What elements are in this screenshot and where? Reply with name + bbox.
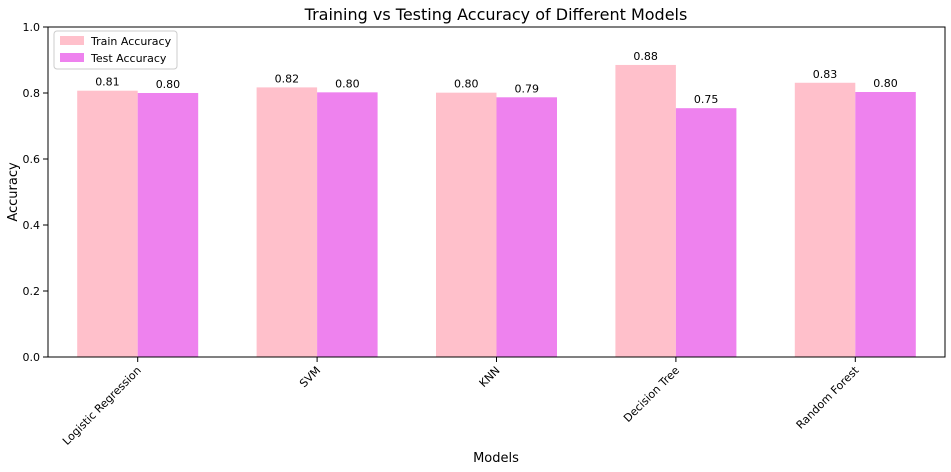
y-tick-label: 0.8 — [23, 87, 41, 100]
bar-value-label: 0.80 — [335, 77, 360, 90]
y-tick-label: 0.2 — [23, 285, 41, 298]
x-tick-label: Decision Tree — [621, 364, 682, 425]
legend: Train Accuracy Test Accuracy — [53, 30, 178, 70]
bar-value-label: 0.79 — [515, 82, 540, 95]
chart-title: Training vs Testing Accuracy of Differen… — [304, 5, 688, 24]
x-tick-label: KNN — [477, 364, 503, 390]
y-axis-label: Accuracy — [6, 162, 21, 222]
bar-test — [855, 92, 916, 357]
bar-train — [77, 90, 138, 357]
bar-test — [675, 108, 737, 358]
x-tick-label: Random Forest — [794, 363, 862, 431]
legend-label: Train Accuracy — [90, 35, 172, 48]
x-tick-label: Logistic Regression — [60, 364, 144, 448]
bar-value-label: 0.82 — [275, 72, 300, 85]
y-tick-label: 0.6 — [23, 153, 41, 166]
bar-value-label: 0.81 — [95, 76, 120, 89]
bar-value-label: 0.80 — [156, 78, 181, 91]
bar-train — [436, 92, 497, 358]
legend-swatch — [60, 53, 84, 62]
bar-value-label: 0.88 — [633, 50, 658, 63]
bar-test — [496, 97, 557, 357]
legend-box — [53, 30, 178, 70]
bar-test — [137, 93, 199, 357]
x-axis: Logistic Regression SVM KNN Decision Tree Ra… — [60, 357, 862, 448]
plot-area: 0.81 0.80 0.82 0.80 0.80 0.79 0.88 0.75 0.83 0.80 — [77, 50, 916, 358]
bar-value-label: 0.80 — [454, 78, 479, 91]
x-axis-label: Models — [473, 451, 519, 466]
legend-label: Test Accuracy — [90, 52, 167, 65]
y-tick-label: 1.0 — [23, 21, 41, 34]
y-axis: 0.0 0.2 0.4 0.6 0.8 1.0 — [23, 21, 48, 364]
bar-value-label: 0.83 — [813, 68, 838, 81]
bar-train — [615, 64, 676, 357]
x-tick-label: SVM — [297, 364, 323, 390]
bar-value-label: 0.75 — [694, 93, 719, 106]
bar-train — [794, 82, 856, 358]
bar-value-label: 0.80 — [873, 77, 898, 90]
legend-swatch — [60, 36, 84, 45]
y-tick-label: 0.0 — [23, 351, 41, 364]
y-tick-label: 0.4 — [23, 219, 41, 232]
bar-test — [317, 92, 378, 357]
bar-train — [256, 87, 318, 357]
